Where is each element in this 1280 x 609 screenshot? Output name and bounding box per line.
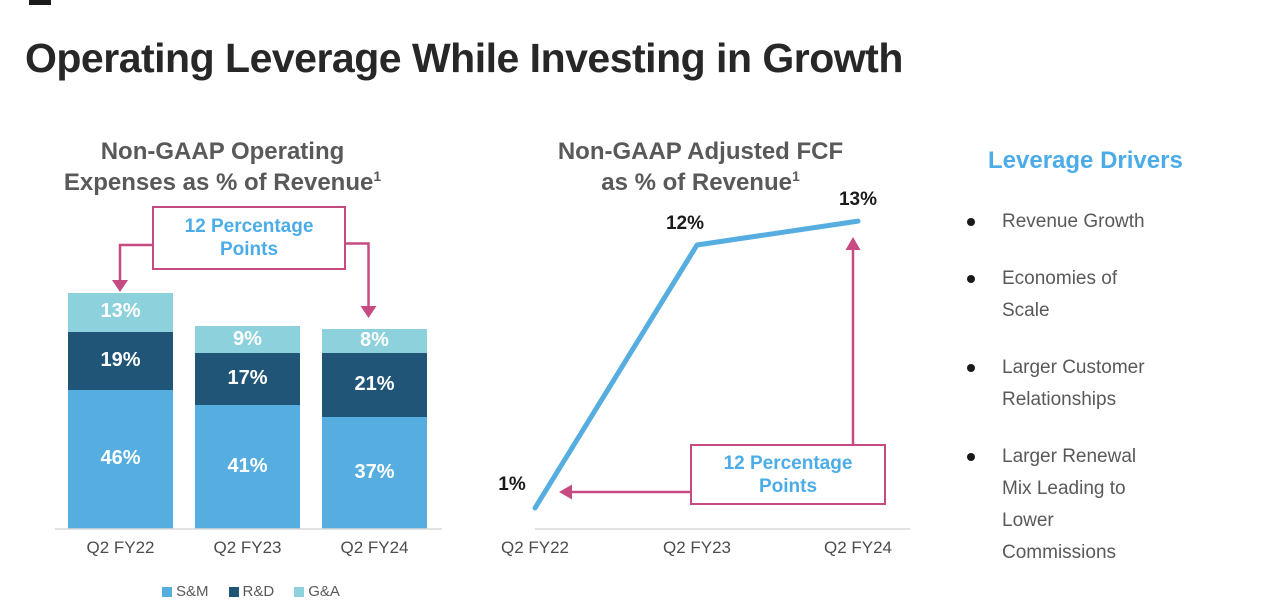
bar-segment-sm	[195, 404, 300, 529]
bar-value-label: 46%	[100, 447, 141, 470]
driver-item: Larger Customer Relationships	[962, 352, 1168, 416]
driver-item-label: Larger Renewal Mix Leading to Lower Comm…	[1002, 446, 1137, 563]
footnote-marker: 1	[373, 168, 382, 184]
fcf-chart-title-line2: as % of Revenue	[601, 169, 792, 196]
opex-legend: S&M R&D G&A	[162, 583, 340, 600]
driver-item-label: Economies of Scale	[1002, 268, 1118, 321]
bar-value-label: 41%	[227, 454, 268, 477]
bar-segment-rd	[195, 353, 300, 405]
fcf-annotation-line1: 12 Percentage	[723, 452, 853, 474]
fcf-chart-title-line1: Non-GAAP Adjusted FCF	[557, 138, 844, 165]
opex-chart-title-line2: Expenses as % of Revenue	[63, 169, 374, 196]
opex-annotation-line1: 12 Percentage	[184, 216, 314, 237]
drivers-heading: Leverage Drivers	[988, 147, 1183, 174]
legend-label: G&A	[308, 583, 340, 600]
legend-swatch-icon	[228, 586, 239, 597]
drivers-list: Revenue Growth Economies of Scale Larger…	[962, 206, 1168, 594]
driver-item: Economies of Scale	[962, 263, 1168, 327]
fcf-chart-title: Non-GAAP Adjusted FCF as % of Revenue1	[538, 136, 863, 198]
opex-chart-title: Non-GAAP Operating Expenses as % of Reve…	[60, 136, 385, 198]
bar-segment-ga	[195, 325, 300, 354]
driver-item: Larger Renewal Mix Leading to Lower Comm…	[962, 441, 1168, 569]
legend-item: R&D	[228, 583, 275, 600]
bar-value-label: 37%	[354, 460, 395, 483]
legend-item: S&M	[162, 583, 209, 600]
fcf-annotation-line2: Points	[758, 475, 818, 497]
legend-item: G&A	[294, 583, 340, 600]
bar-value-label: 19%	[100, 348, 141, 371]
fcf-annotation-box: 12 Percentage Points	[690, 444, 886, 505]
driver-item-label: Revenue Growth	[1002, 211, 1145, 232]
bar-value-label: 17%	[227, 367, 268, 389]
bar-segment-rd	[68, 332, 173, 390]
bar-value-label: 8%	[360, 329, 389, 352]
footnote-marker: 1	[791, 168, 800, 184]
bar-segment-ga	[322, 329, 427, 354]
opex-chart-title-line1: Non-GAAP Operating	[100, 138, 345, 165]
driver-item-label: Larger Customer Relationships	[1002, 357, 1145, 410]
legend-label: R&D	[242, 583, 275, 600]
bar-segment-rd	[322, 353, 427, 417]
legend-label: S&M	[176, 583, 209, 600]
opex-annotation-box: 12 Percentage Points	[152, 206, 346, 270]
bar-segment-sm	[322, 416, 427, 529]
legend-swatch-icon	[162, 586, 172, 597]
bar-value-label: 21%	[354, 373, 395, 396]
opex-annotation-line2: Points	[219, 239, 279, 260]
legend-swatch-icon	[294, 586, 305, 597]
bar-segment-ga	[68, 292, 173, 333]
bar-value-label: 9%	[233, 327, 262, 350]
bar-segment-sm	[68, 389, 173, 529]
slide-title: Operating Leverage While Investing in Gr…	[25, 35, 903, 82]
bar-value-label: 13%	[100, 300, 141, 323]
driver-item: Revenue Growth	[962, 206, 1168, 238]
cropped-top-mark	[29, 0, 51, 5]
